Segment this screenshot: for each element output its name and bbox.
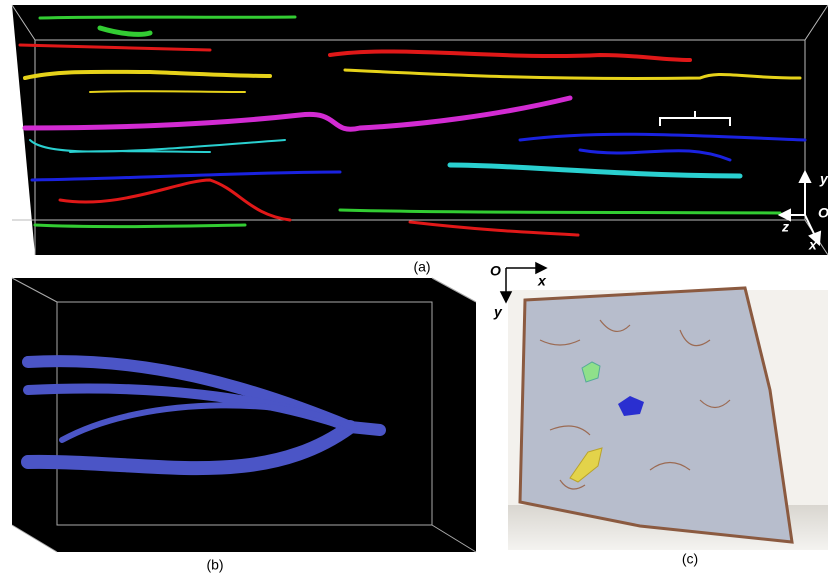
panel-b: (b) [12, 278, 476, 573]
axis-label: O [818, 205, 829, 221]
fiber [35, 225, 245, 227]
fiber [40, 17, 295, 18]
panel-c: O x y (c) [490, 263, 828, 567]
render-background [12, 5, 828, 255]
axis-label: O [490, 263, 501, 279]
render-background [12, 278, 476, 552]
fiber [90, 91, 245, 92]
panel-label: (a) [413, 259, 430, 275]
axis-label: x [808, 237, 818, 253]
axis-label: y [819, 171, 829, 187]
panel-label: (b) [206, 557, 223, 573]
axis-label: x [537, 273, 547, 289]
tissue [520, 288, 792, 542]
figure: y O z x (a) (b) [0, 0, 830, 580]
panel-a: y O z x (a) [12, 5, 829, 275]
panel-label: (c) [682, 551, 698, 567]
fiber [70, 151, 210, 152]
axis-label: y [493, 304, 503, 320]
axis-label: z [781, 219, 789, 235]
